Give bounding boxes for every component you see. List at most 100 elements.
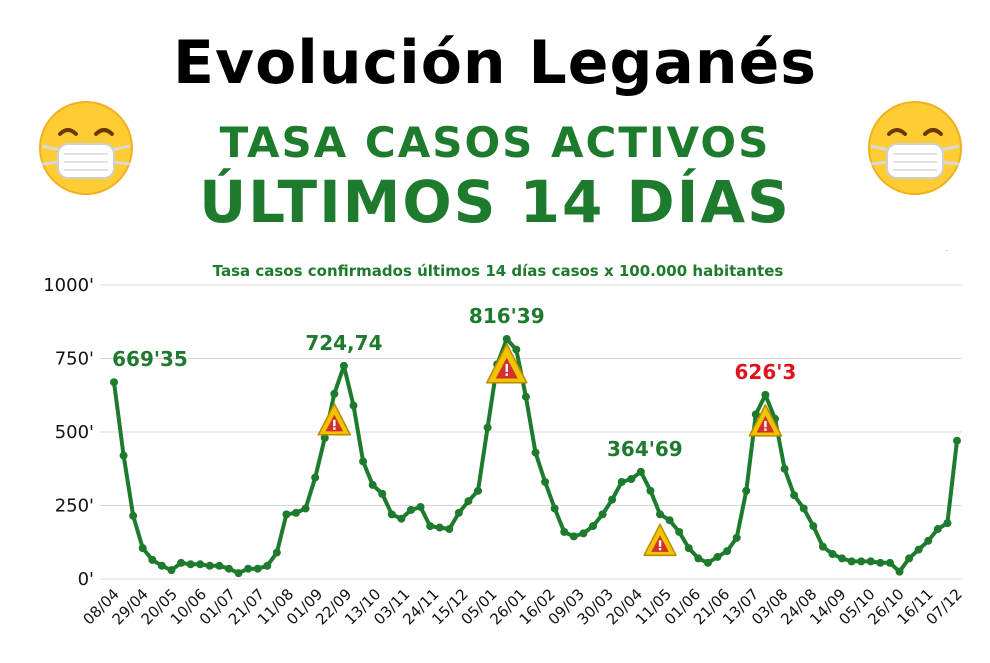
data-point xyxy=(272,548,281,557)
data-point xyxy=(177,558,186,567)
data-point xyxy=(521,392,530,401)
value-annotation: 470'4 xyxy=(912,250,974,255)
data-point xyxy=(244,564,253,573)
data-point xyxy=(818,542,827,551)
data-point xyxy=(474,486,483,495)
data-point xyxy=(569,532,578,541)
data-point xyxy=(857,557,866,566)
data-point xyxy=(301,504,310,513)
data-point xyxy=(885,558,894,567)
data-point xyxy=(502,334,511,343)
data-point xyxy=(445,525,454,534)
data-point xyxy=(110,378,118,387)
data-point xyxy=(866,557,875,566)
data-point xyxy=(253,564,262,573)
data-point xyxy=(943,519,952,528)
data-point xyxy=(751,410,760,419)
data-point xyxy=(426,522,435,531)
data-point xyxy=(292,508,301,517)
data-point xyxy=(914,545,923,554)
data-point xyxy=(378,489,387,498)
data-point xyxy=(138,544,147,553)
y-tick-label: 500' xyxy=(55,422,94,443)
warning-icon xyxy=(486,343,528,384)
data-point xyxy=(780,464,789,473)
data-point xyxy=(598,510,607,519)
data-point xyxy=(608,495,617,504)
data-point xyxy=(924,536,933,545)
data-point xyxy=(320,433,329,442)
data-point xyxy=(742,486,751,495)
data-point xyxy=(282,510,291,519)
data-point xyxy=(933,525,942,534)
data-point xyxy=(876,558,885,567)
data-point xyxy=(713,552,722,561)
data-point xyxy=(397,514,406,523)
data-point xyxy=(665,516,674,525)
data-point xyxy=(953,436,961,445)
data-point xyxy=(905,554,914,563)
data-point xyxy=(330,389,339,398)
data-point xyxy=(723,547,732,556)
data-point xyxy=(579,529,588,538)
data-point xyxy=(541,477,550,486)
value-annotation: 364'69 xyxy=(607,437,683,461)
value-annotation: 626'3 xyxy=(735,360,797,384)
data-point xyxy=(464,497,473,506)
data-point xyxy=(895,567,904,576)
data-point xyxy=(646,486,655,495)
data-point xyxy=(157,561,166,570)
data-point xyxy=(129,511,138,520)
data-point xyxy=(512,345,521,354)
data-point xyxy=(215,561,224,570)
data-point xyxy=(617,477,626,486)
data-point xyxy=(761,390,770,399)
masked-face-emoji-icon xyxy=(868,101,962,195)
data-point xyxy=(636,467,645,476)
data-point xyxy=(119,451,128,460)
data-point xyxy=(828,550,837,559)
data-point xyxy=(186,560,195,569)
data-point xyxy=(349,401,358,410)
value-annotation: 669'35 xyxy=(112,347,188,371)
value-annotation: 816'39 xyxy=(469,304,545,328)
warning-icon xyxy=(317,403,352,436)
value-annotation: 724,74 xyxy=(305,331,382,355)
data-point xyxy=(838,554,847,563)
data-point xyxy=(627,475,636,484)
warning-icon xyxy=(748,404,783,437)
subtitle-active-cases: TASA CASOS ACTIVOS xyxy=(219,118,771,167)
chart-title: Tasa casos confirmados últimos 14 días c… xyxy=(213,262,784,280)
y-tick-label: 250' xyxy=(55,496,94,517)
data-point xyxy=(416,502,425,511)
data-point xyxy=(311,473,320,482)
warning-icon xyxy=(643,523,677,557)
data-point xyxy=(560,527,569,536)
data-point xyxy=(483,423,492,432)
data-point xyxy=(675,527,684,536)
page-title: Evolución Leganés xyxy=(172,28,818,98)
subtitle-last-14-days: ÚLTIMOS 14 DÍAS xyxy=(199,168,791,236)
line-chart: Tasa casos confirmados últimos 14 días c… xyxy=(43,250,974,628)
data-point xyxy=(531,448,540,457)
data-point xyxy=(732,533,741,542)
data-point xyxy=(339,361,348,370)
data-point xyxy=(550,504,559,513)
data-point xyxy=(387,510,396,519)
y-tick-label: 1000' xyxy=(43,275,94,296)
data-point xyxy=(454,508,463,517)
data-point xyxy=(656,510,665,519)
data-point xyxy=(167,566,176,575)
data-point xyxy=(224,564,233,573)
y-tick-label: 750' xyxy=(55,349,94,370)
data-point xyxy=(368,480,377,489)
data-point xyxy=(406,505,415,514)
data-point xyxy=(234,569,243,578)
data-point xyxy=(148,555,157,564)
data-point xyxy=(694,554,703,563)
data-point xyxy=(205,561,214,570)
data-point xyxy=(588,522,597,531)
data-point xyxy=(809,522,818,531)
data-point xyxy=(196,560,205,569)
data-point xyxy=(435,523,444,532)
